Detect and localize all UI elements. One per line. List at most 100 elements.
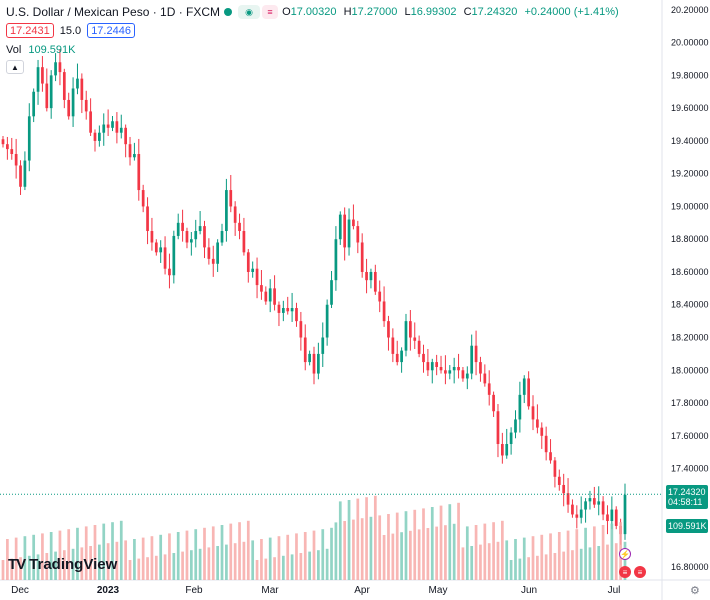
candle-body [27,116,31,161]
volume-bar [614,543,618,580]
candle-body [369,271,373,281]
candle-body [281,308,285,313]
price-tick-label: 18.80000 [671,234,709,244]
candle-body [268,288,272,302]
candle-body [404,321,408,351]
candle-body [203,226,206,248]
volume-bar [146,557,149,580]
candle-body [229,190,233,207]
volume-bar [356,498,360,580]
candle-body [509,432,513,445]
volume-bar [115,541,119,580]
volume-bar [413,509,417,580]
logo-text: TradingView [29,556,118,573]
eye-icon[interactable]: ◉ [238,5,261,19]
volume-bar [317,550,320,580]
close-value: 17.24320 [471,6,518,18]
us-flag-event-icon[interactable]: ≡ [619,566,631,578]
volume-bar [58,530,62,580]
volume-bar [321,529,325,580]
volume-bar [387,514,390,580]
candle-body [10,149,14,155]
candle-body [19,165,22,187]
chevron-up-icon: ▲ [11,62,19,72]
time-tick-label: Apr [354,585,370,596]
candle-body [382,301,386,322]
volume-bar [220,525,224,580]
candle-body [536,419,539,428]
more-options-icon[interactable]: ≡ [262,5,279,19]
volume-label[interactable]: Vol [6,44,22,56]
candle-body [76,78,79,89]
volume-bar [290,554,294,580]
collapse-legend-button[interactable]: ▲ [6,60,24,74]
buy-button[interactable]: 17.2446 [87,23,135,38]
candle-body [417,340,421,354]
candle-body [422,353,425,363]
volume-bar [566,530,570,580]
volume-bar [588,547,592,580]
candle-body [106,124,110,128]
price-tick-label: 19.40000 [671,136,709,146]
ohlc-values: O17.00320 H17.27000 L16.99302 C17.24320 … [282,6,619,18]
sell-button[interactable]: 17.2431 [6,23,54,38]
volume-bar [54,551,57,580]
volume-bar [264,558,268,580]
candle-body [317,353,320,374]
volume-bar [277,536,281,580]
volume-bar [430,507,434,580]
volume-bar [378,515,382,580]
candle-body [115,121,119,133]
volume-bar [391,533,395,580]
gear-icon[interactable]: ⚙ [690,585,700,597]
candle-body [444,370,447,374]
candle-body [185,231,189,243]
candle-body [62,72,66,100]
volume-bar [536,555,539,580]
candle-body [207,247,211,259]
candle-body [238,222,241,232]
candle-body [36,67,40,92]
candle-body [413,337,417,341]
high-value: 17.27000 [351,6,398,18]
candle-body [102,124,106,133]
volume-bar [601,525,605,580]
market-status-dot[interactable] [224,8,233,16]
volume-bar [610,523,614,580]
volume-bar [382,535,386,580]
volume-bar [98,544,101,580]
candle-body [80,78,84,100]
volume-bar [80,547,84,580]
volume-bar [251,540,255,580]
candle-body [299,321,303,338]
candle-body [119,127,123,133]
candle-body [14,154,18,166]
spread-value: 15.0 [59,24,82,37]
candle-body [343,214,347,248]
price-tick-label: 17.60000 [671,431,709,441]
candle-body [124,127,128,145]
candle-body [614,509,618,526]
volume-bar [496,541,500,580]
candle-body [352,219,355,227]
candle-body [623,494,627,535]
volume-tag-value: 109.591K [668,521,707,531]
price-tick-label: 19.60000 [671,103,709,113]
volume-bar [400,532,403,580]
candle-body [277,304,281,313]
tradingview-logo[interactable]: TV TradingView [8,556,117,573]
mx-flag-event-icon[interactable]: ≡ [634,566,646,578]
volume-bar [159,534,163,580]
candle-body [606,514,609,522]
volume-bar [137,558,141,580]
volume-bar [452,523,456,580]
volume-bar [84,526,88,580]
candle-body [330,280,333,305]
symbol-title[interactable]: U.S. Dollar / Mexican Peso · 1D · FXCM [6,5,221,19]
change-value: +0.24000 (+1.41%) [524,6,619,18]
volume-bar [67,529,71,580]
lightning-icon[interactable]: ⚡ [619,548,631,560]
volume-bar [409,530,412,580]
candle-body [98,132,101,141]
